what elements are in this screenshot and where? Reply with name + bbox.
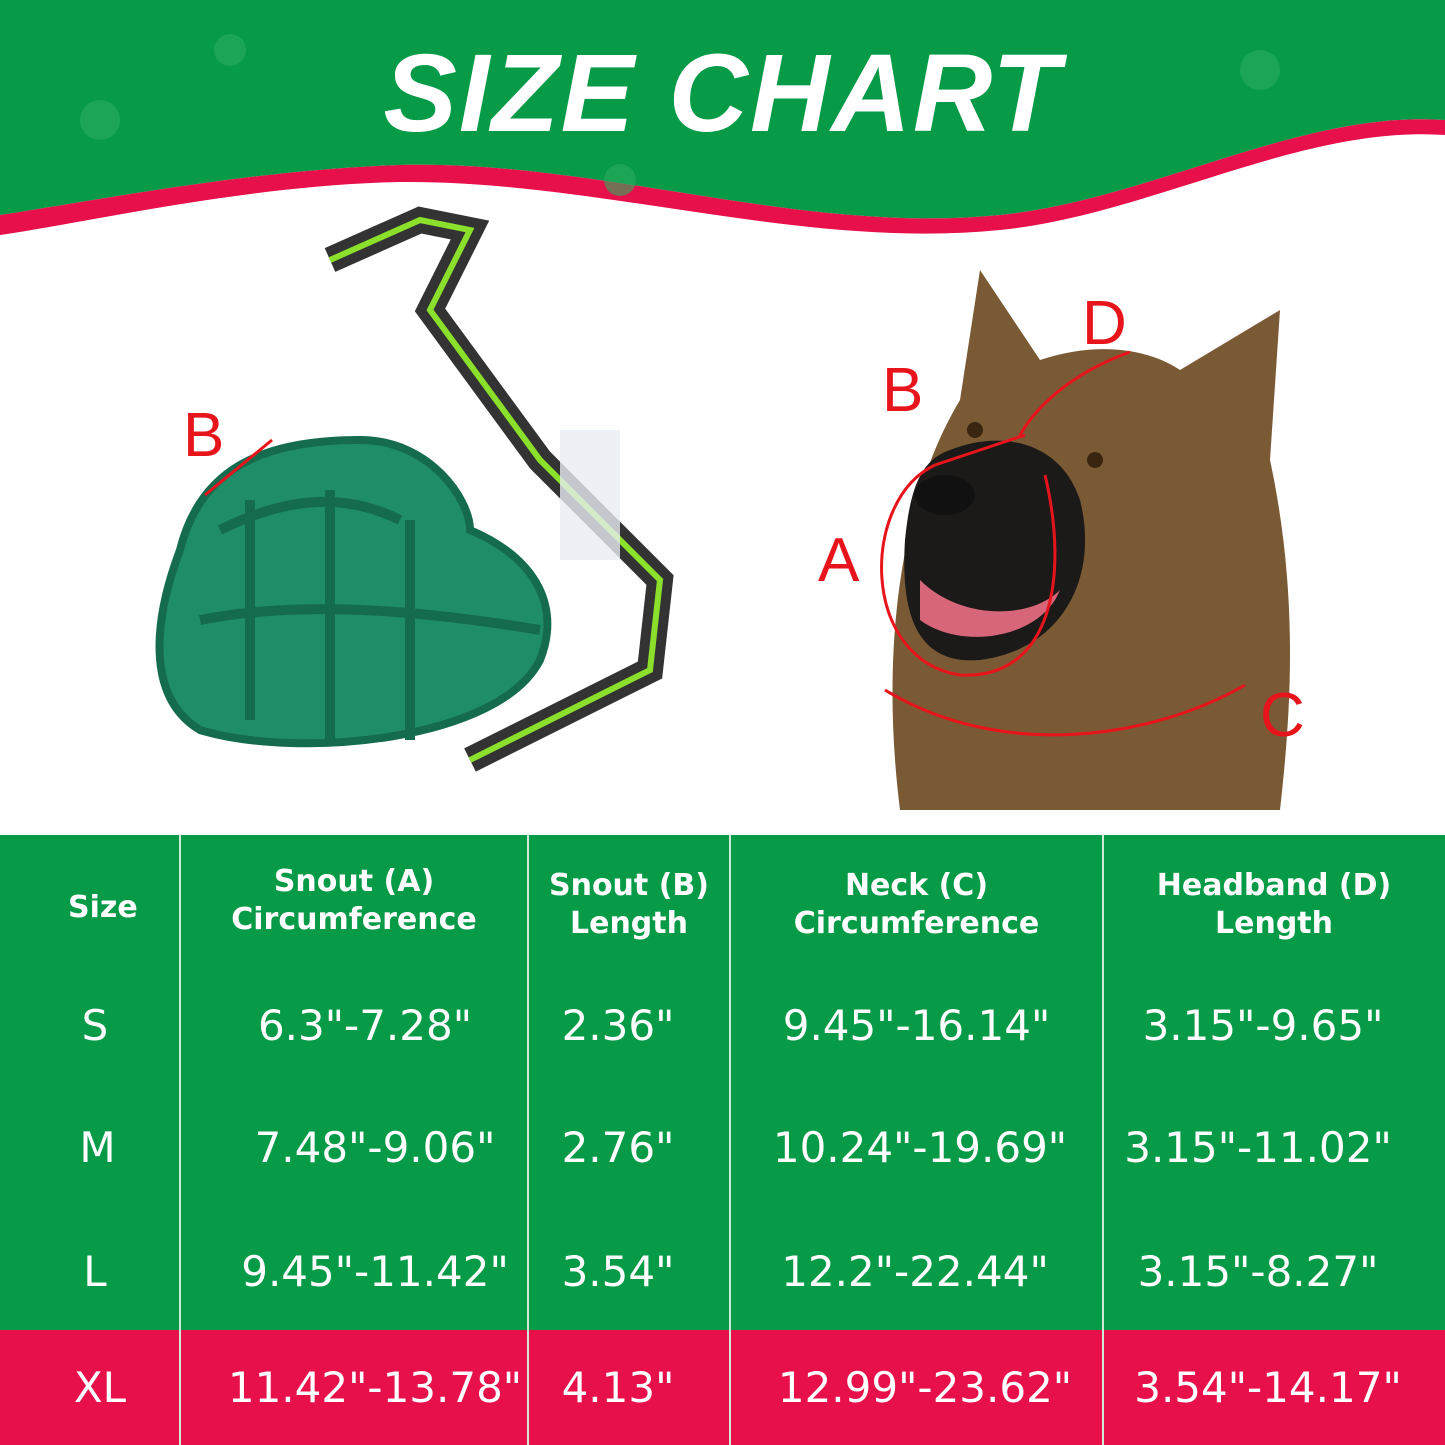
muzzle-image [155, 206, 674, 772]
muzzle-label-b: B [183, 401, 225, 470]
headband-length-cell: 3.54"-14.17" [1134, 1363, 1402, 1412]
header-neck-circumference: Neck (C) Circumference [793, 868, 1040, 941]
headband-length-cell: 3.15"-8.27" [1137, 1246, 1379, 1296]
header-snout-circumference: Snout (A) Circumference [231, 864, 477, 937]
size-cell: S [81, 1000, 109, 1050]
dog-label-c: C [1260, 681, 1305, 750]
table-row: S 6.3"-7.28" 2.36" 9.45"-16.14" 3.15"-9.… [0, 965, 1445, 1085]
paw-print-icon [80, 34, 1280, 196]
headband-length-cell: 3.15"-11.02" [1124, 1122, 1392, 1172]
table-row: M 7.48"-9.06" 2.76" 10.24"-19.69" 3.15"-… [0, 1087, 1445, 1207]
size-cell: M [79, 1122, 116, 1172]
table-header-row: Size Snout (A) Circumference Snout (B) L… [0, 835, 1445, 980]
snout-circumference-cell: 11.42"-13.78" [227, 1363, 523, 1412]
header-size: Size [68, 889, 138, 925]
column-divider [1102, 835, 1104, 1445]
dog-image [892, 270, 1290, 810]
neck-circumference-cell: 12.99"-23.62" [777, 1363, 1073, 1412]
snout-length-cell: 2.76" [561, 1122, 675, 1172]
size-table: Size Snout (A) Circumference Snout (B) L… [0, 835, 1445, 1445]
header-snout-length: Snout (B) Length [548, 868, 709, 941]
snout-circumference-cell: 7.48"-9.06" [254, 1122, 496, 1172]
size-cell: L [83, 1246, 107, 1296]
headband-length-cell: 3.15"-9.65" [1142, 1000, 1384, 1050]
page-title: SIZE CHART [383, 32, 1062, 155]
illustration-area: B A B C D [0, 200, 1445, 835]
header-banner [0, 0, 1445, 235]
column-divider [179, 835, 181, 1445]
header-headband-length: Headband (D) Length [1156, 868, 1392, 941]
snout-circumference-cell: 6.3"-7.28" [257, 1000, 473, 1050]
column-divider [729, 835, 731, 1445]
snout-length-cell: 2.36" [561, 1000, 675, 1050]
muzzle-and-dog-illustration [155, 206, 1290, 810]
neck-circumference-cell: 9.45"-16.14" [782, 1000, 1051, 1050]
dog-label-a: A [818, 526, 860, 595]
dog-label-d: D [1082, 289, 1127, 358]
neck-circumference-cell: 12.2"-22.44" [781, 1246, 1049, 1296]
snout-length-cell: 4.13" [561, 1363, 675, 1412]
table-row: L 9.45"-11.42" 3.54" 12.2"-22.44" 3.15"-… [0, 1211, 1445, 1331]
column-divider [527, 835, 529, 1445]
neck-circumference-cell: 10.24"-19.69" [772, 1122, 1068, 1172]
size-cell: XL [73, 1363, 127, 1412]
snout-circumference-cell: 9.45"-11.42" [241, 1246, 509, 1296]
table-row-highlighted: XL 11.42"-13.78" 4.13" 12.99"-23.62" 3.5… [0, 1330, 1445, 1445]
snout-length-cell: 3.54" [561, 1246, 675, 1296]
dog-label-b: B [882, 356, 924, 425]
